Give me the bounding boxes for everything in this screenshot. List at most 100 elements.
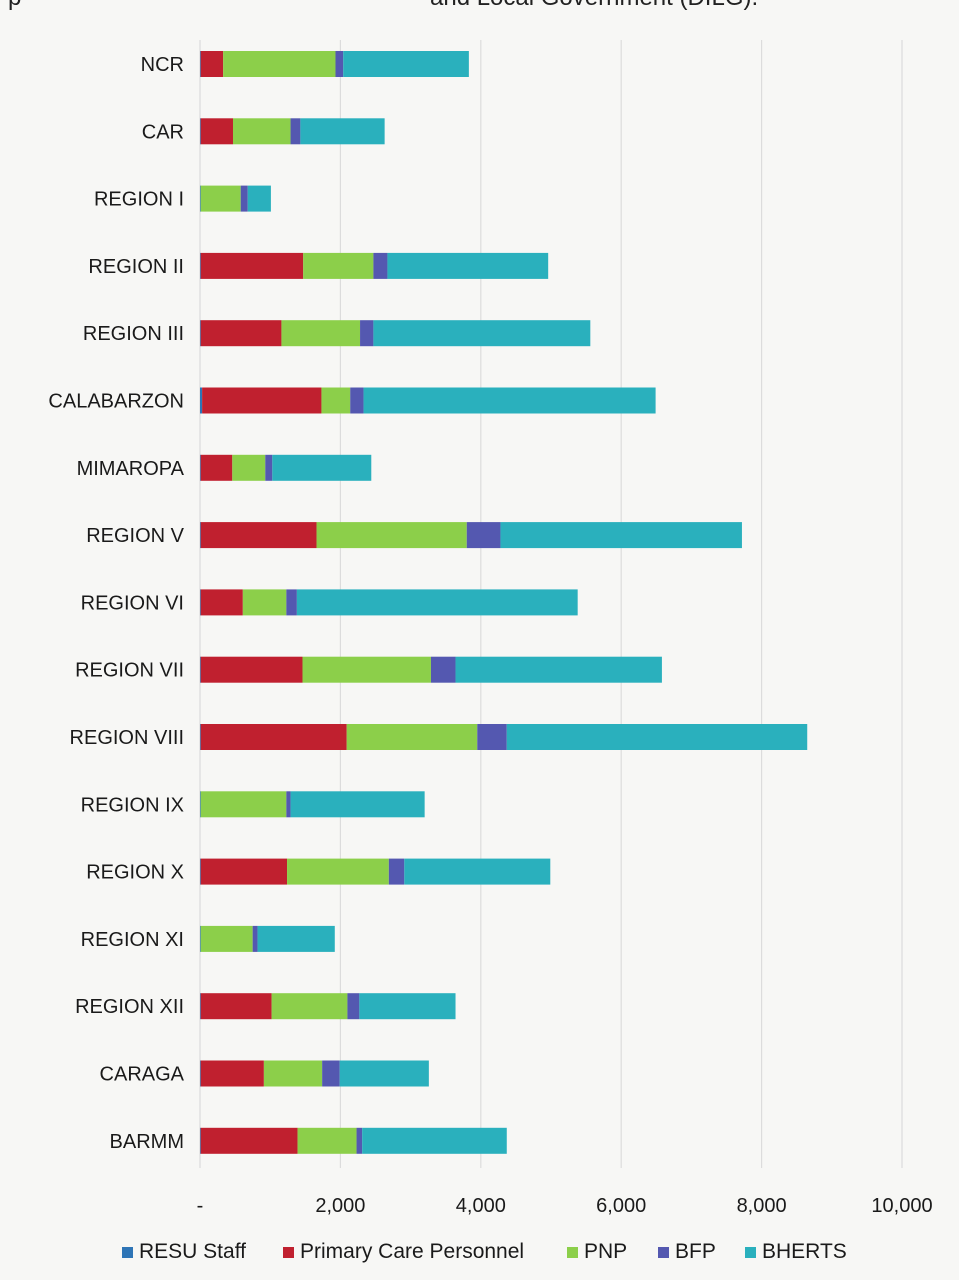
x-tick-label: - bbox=[197, 1195, 204, 1217]
legend-label: BHERTS bbox=[762, 1240, 847, 1263]
bar-segment bbox=[200, 522, 317, 549]
bar-segment bbox=[316, 522, 467, 549]
bar-segment bbox=[200, 791, 287, 818]
bar-segment bbox=[240, 185, 248, 212]
legend-swatch bbox=[745, 1246, 756, 1258]
bar-segment bbox=[252, 925, 258, 952]
category-label: REGION III bbox=[83, 323, 184, 345]
category-label: REGION VII bbox=[75, 660, 184, 682]
bar-segment bbox=[286, 589, 297, 616]
bar-segment bbox=[200, 925, 253, 952]
category-label: CAR bbox=[142, 121, 184, 143]
bar-segment bbox=[223, 51, 336, 77]
cropped-header-text: p and Local Government (DILG). bbox=[0, 0, 959, 16]
stacked-bar-chart: NCR CAR REGION I REGION II REGION III CALABAR… bbox=[48, 40, 933, 1217]
bar-segment bbox=[281, 320, 361, 347]
x-tick-label: 4,000 bbox=[456, 1195, 506, 1217]
category-label: REGION VI bbox=[81, 592, 184, 614]
bar-segment bbox=[200, 320, 201, 347]
bar-segment bbox=[200, 1127, 201, 1154]
bar-segment bbox=[272, 454, 372, 481]
bar-segment bbox=[200, 589, 201, 616]
bar-segment bbox=[346, 724, 478, 750]
legend-label: Primary Care Personnel bbox=[300, 1240, 525, 1263]
bar-segment bbox=[263, 1060, 323, 1087]
category-label: MIMAROPA bbox=[77, 458, 185, 480]
bar-segment bbox=[506, 724, 808, 750]
legend-item: BFP bbox=[658, 1240, 716, 1264]
bar-segment bbox=[200, 320, 282, 347]
x-tick-label: 8,000 bbox=[737, 1195, 787, 1217]
bar-segment bbox=[300, 118, 385, 145]
bar-segment bbox=[290, 791, 425, 818]
bar-segment bbox=[466, 522, 501, 549]
legend-swatch bbox=[283, 1246, 294, 1258]
bar-segment bbox=[200, 454, 201, 481]
category-labels: NCR CAR REGION I REGION II REGION III CALABAR… bbox=[48, 54, 184, 1153]
bar-segment bbox=[200, 118, 233, 145]
bar-segment bbox=[347, 993, 360, 1020]
bar-segment bbox=[200, 51, 201, 77]
bar-segment bbox=[500, 522, 742, 549]
bar-segment bbox=[360, 320, 374, 347]
bar-segment bbox=[363, 387, 656, 414]
bar-segment bbox=[200, 925, 201, 952]
legend-swatch bbox=[567, 1246, 578, 1258]
bar-segment bbox=[200, 656, 303, 683]
category-label: REGION VIII bbox=[70, 727, 184, 749]
bar-segment bbox=[232, 454, 266, 481]
category-label: REGION I bbox=[94, 189, 184, 211]
bar-segment bbox=[290, 118, 301, 145]
bar-segment bbox=[356, 1127, 363, 1154]
bar-segment bbox=[200, 185, 241, 212]
legend-label: BFP bbox=[675, 1240, 716, 1263]
bar-segment bbox=[297, 1127, 357, 1154]
category-label: NCR bbox=[141, 54, 184, 76]
category-label: REGION XI bbox=[81, 929, 184, 951]
bar-segment bbox=[200, 724, 347, 750]
bar-segment bbox=[200, 1060, 264, 1087]
bar-segment bbox=[200, 858, 288, 885]
category-label: REGION IX bbox=[81, 794, 184, 816]
bar-segment bbox=[202, 387, 322, 414]
header-text-left: p bbox=[8, 0, 21, 12]
category-label: BARMM bbox=[110, 1131, 184, 1153]
bar-segment bbox=[232, 118, 291, 145]
bar-segment bbox=[200, 993, 272, 1020]
x-tick-label: 2,000 bbox=[315, 1195, 365, 1217]
category-label: CALABARZON bbox=[48, 391, 184, 413]
bar-segment bbox=[373, 252, 388, 279]
bars bbox=[200, 51, 808, 1154]
bar-segment bbox=[350, 387, 364, 414]
bar-segment bbox=[335, 51, 344, 77]
legend-label: RESU Staff bbox=[139, 1240, 246, 1263]
header-text-right: and Local Government (DILG). bbox=[430, 0, 758, 12]
bar-segment bbox=[296, 589, 578, 616]
bar-segment bbox=[200, 522, 201, 549]
bar-segment bbox=[200, 1060, 201, 1087]
bar-segment bbox=[362, 1127, 507, 1154]
bar-segment bbox=[388, 858, 405, 885]
bar-segment bbox=[200, 589, 243, 616]
legend-item: PNP bbox=[567, 1240, 627, 1264]
bar-segment bbox=[387, 252, 549, 279]
legend-label: PNP bbox=[584, 1240, 628, 1263]
legend-swatch bbox=[658, 1246, 669, 1258]
bar-segment bbox=[200, 185, 201, 212]
x-tick-label: 6,000 bbox=[596, 1195, 646, 1217]
bar-segment bbox=[321, 387, 351, 414]
category-label: REGION X bbox=[86, 862, 184, 884]
bar-segment bbox=[339, 1060, 429, 1087]
bar-segment bbox=[265, 454, 273, 481]
bar-segment bbox=[200, 252, 304, 279]
bar-segment bbox=[200, 454, 233, 481]
bar-segment bbox=[430, 656, 456, 683]
legend: RESU Staff Primary Care Personnel PNP BFP BH… bbox=[0, 1232, 959, 1272]
bar-segment bbox=[286, 791, 291, 818]
bar-segment bbox=[271, 993, 348, 1020]
bar-segment bbox=[404, 858, 551, 885]
bar-segment bbox=[257, 925, 335, 952]
bar-segment bbox=[200, 993, 201, 1020]
bar-segment bbox=[322, 1060, 340, 1087]
bar-segment bbox=[200, 791, 201, 818]
